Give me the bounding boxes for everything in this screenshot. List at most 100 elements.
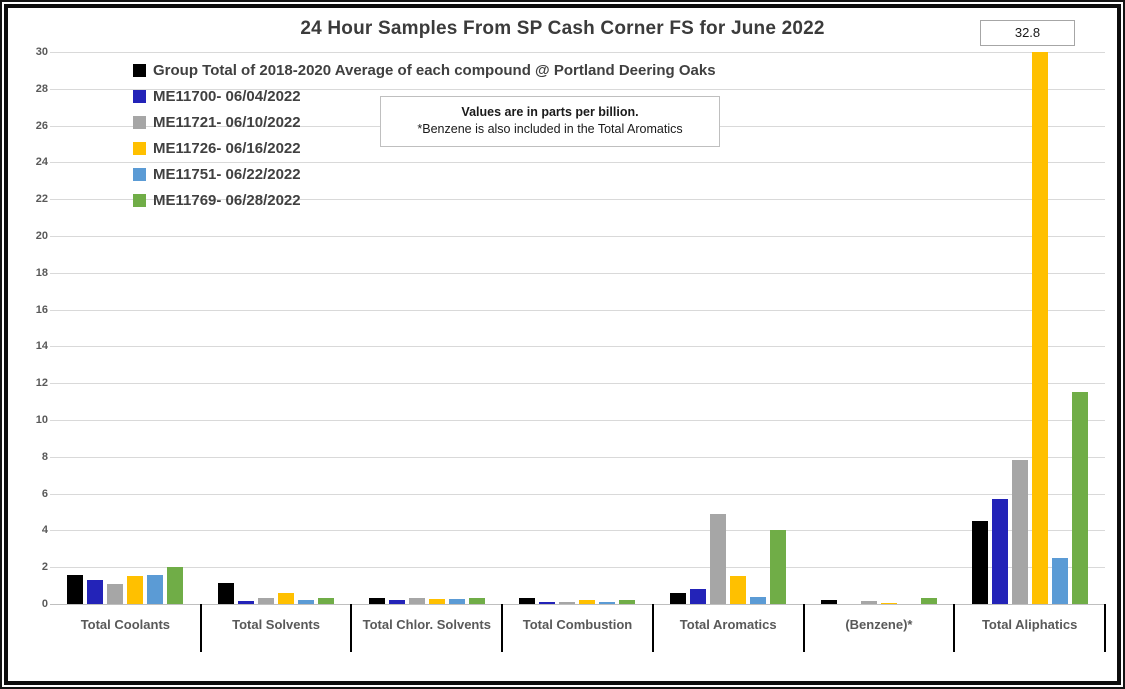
gridline-y-14: [50, 346, 1105, 348]
legend-item-label: Group Total of 2018-2020 Average of each…: [153, 61, 716, 79]
bar-group-total-aromatics: [653, 52, 804, 604]
category-separator-tick: [1104, 604, 1106, 652]
bar-series-1: [670, 592, 687, 604]
bar-series-1: [820, 600, 837, 604]
bar-series-6: [619, 600, 636, 604]
bar-series-4: [730, 576, 747, 604]
bar-series-3: [559, 602, 576, 604]
y-axis-tick-label-20: 20: [35, 230, 48, 242]
legend-item-1: Group Total of 2018-2020 Average of each…: [133, 57, 716, 83]
legend-item-4: ME11726- 06/16/2022: [133, 135, 716, 161]
legend-item-label: ME11726- 06/16/2022: [153, 139, 301, 157]
category-label-1: Total Coolants: [80, 617, 170, 632]
bar-series-4: [278, 592, 295, 604]
bar-series-2: [690, 589, 707, 604]
clipped-bar-value-label: 32.8: [980, 20, 1075, 46]
bar-series-1: [67, 574, 84, 604]
gridline-y-12: [50, 383, 1105, 385]
legend-swatch-icon: [133, 63, 146, 77]
note-line-benzene: *Benzene is also included in the Total A…: [417, 122, 683, 136]
bar-series-6: [770, 530, 787, 604]
category-label-2: Total Solvents: [232, 617, 320, 632]
bar-series-6: [920, 598, 937, 604]
bar-series-5: [599, 602, 616, 604]
bar-series-2: [991, 499, 1008, 604]
y-axis-tick-label-8: 8: [41, 450, 48, 463]
x-axis-line: [50, 604, 1105, 605]
bar-series-1: [971, 521, 988, 604]
bar-series-2: [539, 602, 556, 604]
category-separator-tick: [199, 604, 202, 652]
legend-swatch-icon: [133, 89, 146, 103]
category-separator-tick: [651, 604, 654, 652]
bar-series-5: [750, 596, 767, 604]
gridline-y-4: [50, 530, 1105, 532]
bar-series-4: [1031, 52, 1048, 604]
bar-series-3: [860, 601, 877, 604]
y-axis-tick-label-4: 4: [41, 524, 48, 537]
y-axis-tick-label-22: 22: [35, 193, 48, 206]
note-box: Values are in parts per billion. *Benzen…: [380, 96, 720, 147]
gridline-y-30: [50, 52, 1105, 53]
gridline-y-16: [50, 309, 1105, 311]
gridline-y-2: [50, 567, 1105, 569]
legend-item-label: ME11769- 06/28/2022: [153, 191, 301, 209]
bar-series-5: [147, 574, 164, 604]
bar-series-1: [218, 582, 235, 604]
legend-item-6: ME11769- 06/28/2022: [133, 187, 716, 213]
y-axis-tick-label-24: 24: [35, 156, 48, 169]
chart-title: 24 Hour Samples From SP Cash Corner FS f…: [300, 18, 825, 39]
gridline-y-22: [50, 199, 1105, 201]
legend-item-2: ME11700- 06/04/2022: [133, 83, 716, 109]
chart-area: 24 Hour Samples From SP Cash Corner FS f…: [8, 8, 1117, 681]
legend-item-label: ME11751- 06/22/2022: [153, 165, 301, 183]
y-axis-tick-label-2: 2: [41, 561, 48, 574]
bar-series-1: [368, 597, 385, 604]
category-separator-tick: [350, 604, 353, 652]
bar-group--benzene-: [804, 52, 955, 604]
bar-series-2: [87, 580, 104, 604]
gridline-y-20: [50, 236, 1105, 237]
legend-item-3: ME11721- 06/10/2022: [133, 109, 716, 135]
bar-series-5: [1051, 558, 1068, 604]
legend-swatch-icon: [133, 115, 146, 129]
bar-series-3: [258, 598, 275, 604]
gridline-y-24: [50, 162, 1105, 164]
bar-series-4: [428, 599, 445, 604]
bar-series-5: [298, 600, 315, 604]
gridline-y-18: [50, 272, 1105, 274]
category-label-4: Total Combustion: [522, 617, 633, 632]
category-label-5: Total Aromatics: [679, 617, 777, 632]
bar-group-total-aliphatics: [954, 52, 1105, 604]
legend-item-5: ME11751- 06/22/2022: [133, 161, 716, 187]
bar-series-4: [880, 602, 897, 604]
bar-series-6: [318, 598, 335, 604]
y-axis-tick-label-18: 18: [35, 266, 48, 279]
y-axis-tick-label-10: 10: [35, 414, 48, 426]
bar-group-total-combustion: [502, 52, 653, 604]
y-axis-tick-label-30: 30: [35, 46, 48, 58]
legend: Group Total of 2018-2020 Average of each…: [133, 57, 716, 213]
category-separator-tick: [501, 604, 504, 652]
y-axis-tick-label-16: 16: [35, 303, 48, 316]
bar-series-4: [579, 600, 596, 604]
legend-swatch-icon: [133, 193, 146, 207]
legend-swatch-icon: [133, 167, 146, 181]
bar-series-3: [710, 513, 727, 604]
category-label-6: (Benzene)*: [845, 617, 913, 632]
gridline-y-10: [50, 420, 1105, 421]
y-axis-tick-label-12: 12: [35, 377, 48, 390]
y-axis-tick-label-28: 28: [35, 82, 48, 95]
gridline-y-6: [50, 493, 1105, 495]
category-separator-tick: [953, 604, 956, 652]
legend-item-label: ME11700- 06/04/2022: [153, 87, 301, 105]
gridline-y-8: [50, 456, 1105, 458]
bar-group-total-chlor-solvents: [351, 52, 502, 604]
bar-series-1: [519, 598, 536, 604]
bar-series-4: [127, 576, 144, 604]
gridline-y-28: [50, 88, 1105, 90]
y-axis-tick-label-26: 26: [35, 119, 48, 132]
bar-series-2: [388, 600, 405, 604]
y-axis-tick-label-0: 0: [41, 598, 48, 610]
bar-series-6: [1071, 392, 1088, 604]
